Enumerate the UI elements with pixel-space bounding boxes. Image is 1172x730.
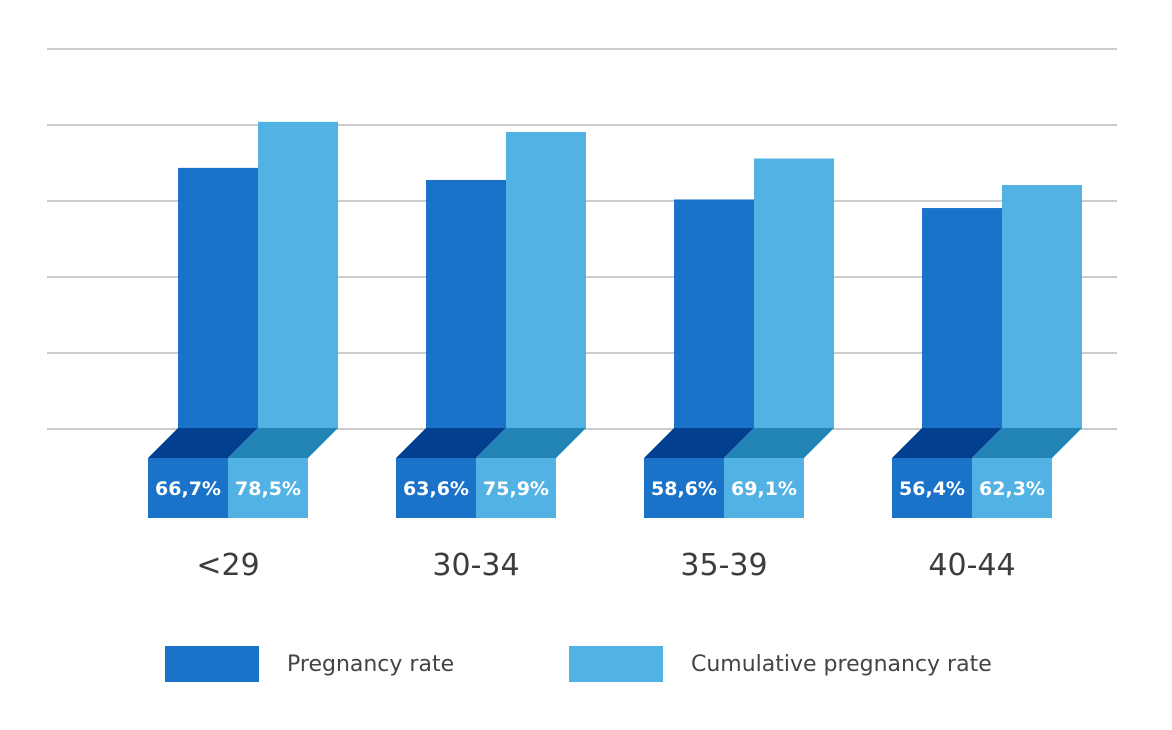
data-label: 69,1% — [731, 478, 797, 500]
bar-base-3d-face — [644, 428, 754, 458]
category-label: <29 — [196, 548, 260, 583]
legend-label-cumulative-pregnancy-rate: Cumulative pregnancy rate — [691, 651, 992, 677]
data-label: 75,9% — [483, 478, 549, 500]
bar-cumulative-pregnancy-rate — [1002, 185, 1082, 428]
value-label-box — [228, 458, 308, 518]
data-label: 56,4% — [899, 478, 965, 500]
data-label: 78,5% — [235, 478, 301, 500]
legend-item-pregnancy-rate: Pregnancy rate — [165, 646, 454, 682]
data-label: 62,3% — [979, 478, 1045, 500]
bar-pregnancy-rate — [674, 199, 754, 428]
value-label-box — [644, 458, 724, 518]
data-label: 58,6% — [651, 478, 717, 500]
bar-pregnancy-rate — [426, 179, 506, 428]
value-label-box — [148, 458, 228, 518]
bar-base-3d-face — [148, 428, 258, 458]
bar-base-3d-face — [892, 428, 1002, 458]
bar-base-3d-face — [396, 428, 506, 458]
bar-pregnancy-rate — [178, 167, 258, 428]
category-label: 30-34 — [432, 548, 520, 583]
data-label: 66,7% — [155, 478, 221, 500]
value-label-box — [476, 458, 556, 518]
value-label-box — [972, 458, 1052, 518]
bar-base-3d-face — [724, 428, 834, 458]
bar-cumulative-pregnancy-rate — [258, 121, 338, 428]
bar-base-3d-face — [972, 428, 1082, 458]
legend-label-pregnancy-rate: Pregnancy rate — [287, 651, 455, 677]
legend-swatch-cumulative-pregnancy-rate — [569, 646, 663, 682]
legend-swatch-pregnancy-rate — [165, 646, 259, 682]
bar-cumulative-pregnancy-rate — [754, 158, 834, 428]
category-label: 40-44 — [928, 548, 1016, 583]
value-label-box — [724, 458, 804, 518]
bar-base-3d-face — [228, 428, 338, 458]
bar-pregnancy-rate — [922, 208, 1002, 428]
legend-item-cumulative-pregnancy-rate: Cumulative pregnancy rate — [569, 646, 992, 682]
category-label: 35-39 — [680, 548, 768, 583]
value-label-box — [892, 458, 972, 518]
data-label: 63,6% — [403, 478, 469, 500]
bar-base-3d-face — [476, 428, 586, 458]
value-label-box — [396, 458, 476, 518]
bar-cumulative-pregnancy-rate — [506, 131, 586, 429]
